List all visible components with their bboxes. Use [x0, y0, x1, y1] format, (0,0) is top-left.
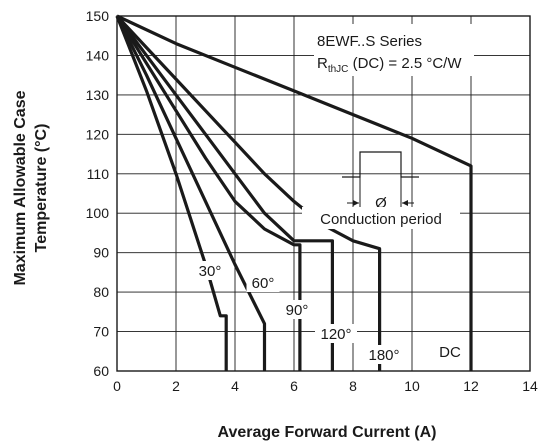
x-tick-label: 14 — [522, 378, 538, 394]
y-tick-label: 150 — [86, 8, 110, 24]
y-tick-label: 80 — [93, 284, 109, 300]
y-tick-label: 120 — [86, 126, 110, 142]
x-tick-label: 8 — [349, 378, 357, 394]
series-title: 8EWF..S Series — [317, 33, 422, 50]
series-label-bg — [363, 345, 405, 364]
series-label-bg — [246, 273, 280, 292]
y-axis-title-line1: Maximum Allowable Case — [12, 90, 29, 285]
series-label: 90° — [286, 302, 309, 319]
x-tick-label: 6 — [290, 378, 298, 394]
x-tick-labels: 0 2 4 6 8 10 12 14 — [113, 378, 538, 394]
series-label: 120° — [320, 326, 351, 343]
y-tick-label: 140 — [86, 47, 110, 63]
series-labels: 30° 60° 90° 120° 180° DC — [193, 261, 462, 364]
x-tick-label: 4 — [231, 378, 239, 394]
rth-rest: (DC) = 2.5 °C/W — [348, 55, 462, 72]
rth-main: R — [317, 55, 328, 72]
curves — [115, 14, 473, 371]
series-label: 30° — [199, 263, 222, 280]
x-axis-title: Average Forward Current (A) — [218, 424, 437, 441]
y-tick-label: 60 — [93, 363, 109, 379]
conduction-waveform-inset: Ø Conduction period — [302, 151, 460, 229]
series-label-bg — [280, 300, 314, 319]
y-tick-label: 130 — [86, 87, 110, 103]
series-label-bg — [193, 261, 227, 280]
series-line-30 — [115, 15, 228, 371]
thermal-resistance-label: RthJC (DC) = 2.5 °C/W — [317, 55, 462, 75]
series-label: 180° — [368, 347, 399, 364]
y-tick-label: 70 — [93, 324, 109, 340]
plot-frame — [116, 15, 531, 372]
series-line-180 — [115, 14, 382, 371]
y-tick-label: 100 — [86, 205, 110, 221]
conduction-period-label: Conduction period — [320, 211, 442, 228]
series-line-dc — [116, 14, 473, 371]
series-label-bg — [438, 342, 462, 361]
waveform-pulse — [342, 151, 419, 178]
y-tick-label: 90 — [93, 245, 109, 261]
series-label-bg — [315, 324, 357, 343]
x-tick-label: 0 — [113, 378, 121, 394]
y-tick-labels: 60 70 80 90 100 110 120 130 140 150 — [86, 8, 110, 379]
series-label: 60° — [252, 275, 275, 292]
series-title-bg — [314, 24, 474, 76]
series-label: DC — [439, 344, 461, 361]
x-tick-label: 2 — [172, 378, 180, 394]
x-tick-label: 10 — [404, 378, 420, 394]
y-axis-title-line2: Temperature (°C) — [33, 124, 50, 253]
y-tick-label: 110 — [87, 166, 110, 182]
conduction-label-bg — [302, 207, 460, 229]
phi-arrowhead-right — [402, 200, 408, 206]
x-tick-label: 12 — [463, 378, 479, 394]
series-line-90 — [115, 15, 302, 371]
phi-symbol-bg — [371, 193, 391, 211]
series-line-120 — [115, 15, 334, 371]
series-line-60 — [115, 15, 267, 371]
phi-arrowhead-left — [353, 200, 359, 206]
rth-sub: thJC — [328, 64, 349, 75]
